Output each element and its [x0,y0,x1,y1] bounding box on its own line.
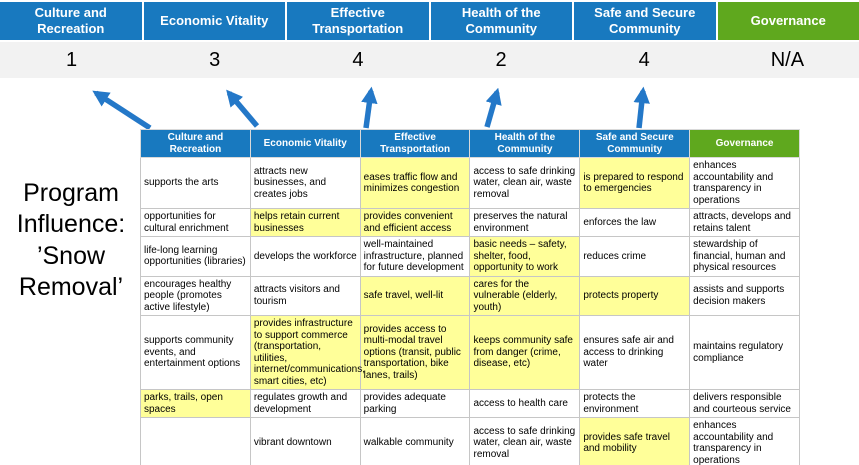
score-banner: Culture and Recreation Economic Vitality E… [0,0,859,78]
table-cell: enhances accountability and transparency… [689,417,800,465]
up-arrow-icon [92,90,152,131]
table-cell: enforces the law [579,208,691,237]
arrows-layer [92,86,650,131]
table-row: life-long learning opportunities (librar… [140,236,800,277]
up-arrow-icon [633,86,650,129]
table-cell: basic needs – safety, shelter, food, opp… [469,236,581,277]
table-cell: opportunities for cultural enrichment [140,208,251,237]
table-cell: attracts, develops and retains talent [689,208,800,237]
table-row: parks, trails, open spaces regulates grow… [140,389,800,418]
banner-scores: 1 3 4 2 4 N/A [0,42,859,78]
banner-column-label: Culture and Recreation [0,2,142,40]
table-cell: attracts visitors and tourism [249,275,361,316]
table-cell: access to safe drinking water, clean air… [469,417,581,465]
table-row: supports community events, and entertain… [140,315,800,390]
table-cell: safe travel, well-lit [359,275,471,316]
table-header-cell: Governance [689,129,800,158]
score-value: 2 [495,48,507,71]
table-cell: provides access to multi-modal travel op… [359,315,471,390]
score-value: 1 [66,48,78,71]
table-cell: delivers responsible and courteous servi… [689,389,800,418]
table-cell: assists and supports decision makers [689,275,800,316]
table-cell: well-maintained infrastructure, planned … [359,236,471,277]
table-header-cell: Effective Transportation [359,129,471,158]
table-cell: stewardship of financial, human and phys… [689,236,800,277]
banner-column-label: Safe and Secure Community [574,2,716,40]
table-header-row: Culture and Recreation Economic Vitality E… [140,129,800,158]
table-cell: supports community events, and entertain… [140,315,251,390]
table-cell: vibrant downtown [249,417,361,465]
table-cell: protects property [579,275,691,316]
table-cell: access to health care [469,389,581,418]
table-cell: is prepared to respond to emergencies [579,157,691,209]
table-cell: protects the environment [579,389,691,418]
table-cell: attracts new businesses, and creates job… [249,157,361,209]
table-cell: life-long learning opportunities (librar… [140,236,251,277]
up-arrow-icon [361,86,378,129]
banner-column-label: Effective Transportation [287,2,429,40]
table-row: opportunities for cultural enrichment hel… [140,208,800,237]
up-arrow-icon [226,89,260,128]
table-header-cell: Culture and Recreation [140,129,251,158]
banner-column-label: Health of the Community [430,2,572,40]
table-cell: provides safe travel and mobility [579,417,691,465]
table-cell: access to safe drinking water, clean air… [469,157,581,209]
table-cell: reduces crime [579,236,691,277]
table-cell: maintains regulatory compliance [689,315,800,390]
up-arrow-icon [484,87,502,128]
score-value: N/A [770,48,805,71]
table-cell: eases traffic flow and minimizes congest… [359,157,471,209]
table-cell: provides adequate parking [359,389,471,418]
table-row: encourages healthy people (promotes acti… [140,275,800,316]
table-cell: regulates growth and development [249,389,361,418]
table-row: supports the arts attracts new businesses… [140,157,800,209]
table-cell: encourages healthy people (promotes acti… [140,275,251,316]
influence-table: Culture and Recreation Economic Vitality E… [140,129,800,465]
table-cell: walkable community [359,417,471,465]
influence-table-body: supports the arts attracts new businesses… [140,157,800,465]
banner-column-label: Governance [717,2,859,40]
score-value: 4 [352,48,364,71]
table-header-cell: Health of the Community [469,129,581,158]
table-header-cell: Economic Vitality [249,129,361,158]
program-title: Program Influence: ’Snow Removal’ [16,179,126,301]
table-cell: ensures safe air and access to drinking … [579,315,691,390]
table-cell: helps retain current businesses [249,208,361,237]
table-cell [140,417,251,465]
influence-table-head: Culture and Recreation Economic Vitality E… [140,129,800,158]
table-cell: keeps community safe from danger (crime,… [469,315,581,390]
table-cell: provides infrastructure to support comme… [249,315,365,390]
table-cell: supports the arts [140,157,251,209]
banner-headers: Culture and Recreation Economic Vitality E… [0,0,859,40]
table-header-cell: Safe and Secure Community [579,129,691,158]
table-cell: develops the workforce [249,236,361,277]
table-cell: cares for the vulnerable (elderly, youth… [469,275,581,316]
table-cell: provides convenient and efficient access [359,208,471,237]
score-value: 4 [638,48,650,71]
table-row: vibrant downtown walkable community access… [140,417,800,465]
table-cell: parks, trails, open spaces [140,389,251,418]
score-value: 3 [209,48,221,71]
table-cell: preserves the natural environment [469,208,581,237]
banner-column-label: Economic Vitality [143,2,285,40]
table-cell: enhances accountability and transparency… [689,157,800,209]
